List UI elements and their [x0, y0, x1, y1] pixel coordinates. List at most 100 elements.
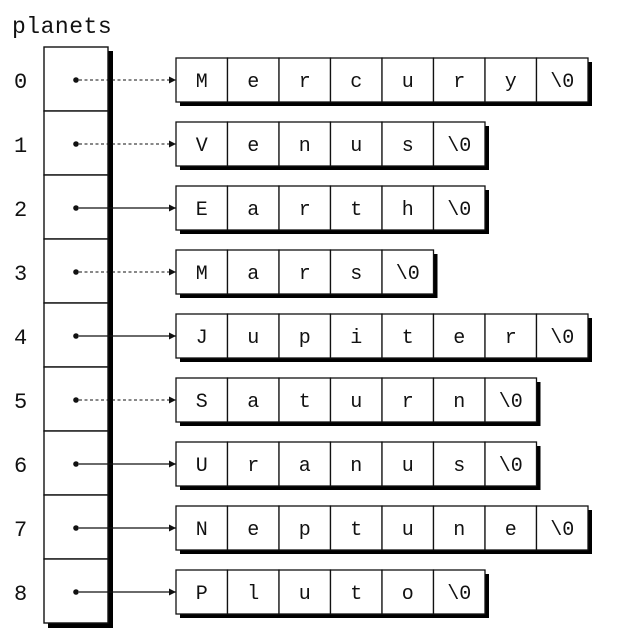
char-label: e [505, 519, 517, 542]
char-cell [432, 505, 486, 551]
index-label: 7 [14, 518, 27, 543]
pointer-dot [73, 141, 79, 147]
char-cell [381, 249, 435, 295]
index-label: 8 [14, 582, 27, 607]
char-label: t [299, 391, 311, 414]
char-label: n [453, 391, 465, 414]
char-label: s [402, 135, 414, 158]
char-cell [175, 377, 229, 423]
char-label: r [402, 391, 414, 414]
char-cell [381, 377, 435, 423]
char-label: U [196, 455, 208, 478]
char-label: r [299, 263, 311, 286]
char-label: a [247, 391, 259, 414]
char-label: \0 [447, 199, 471, 222]
char-label: c [350, 71, 362, 94]
char-label: \0 [447, 135, 471, 158]
char-cell [329, 505, 383, 551]
char-label: n [453, 519, 465, 542]
char-cell [278, 57, 332, 103]
char-cell [226, 377, 280, 423]
index-label: 6 [14, 454, 27, 479]
char-label: t [350, 519, 362, 542]
char-label: t [350, 199, 362, 222]
char-label: \0 [550, 327, 574, 350]
char-label: l [247, 583, 259, 606]
char-cell [175, 569, 229, 615]
char-cell [226, 313, 280, 359]
char-cell [329, 441, 383, 487]
char-label: e [247, 71, 259, 94]
char-label: a [299, 455, 311, 478]
char-cell [278, 441, 332, 487]
char-label: \0 [499, 391, 523, 414]
char-cell [535, 505, 589, 551]
pointer-dot [73, 461, 79, 467]
char-label: n [350, 455, 362, 478]
char-label: s [350, 263, 362, 286]
char-cell [278, 121, 332, 167]
char-cell [432, 441, 486, 487]
char-cell [432, 121, 486, 167]
char-cell [381, 569, 435, 615]
char-cell [329, 313, 383, 359]
char-cell [175, 313, 229, 359]
char-cell [432, 57, 486, 103]
index-label: 5 [14, 390, 27, 415]
char-cell [226, 249, 280, 295]
char-label: \0 [447, 583, 471, 606]
char-label: o [402, 583, 414, 606]
char-cell [175, 505, 229, 551]
char-label: p [299, 327, 311, 350]
pointer-dot [73, 269, 79, 275]
char-cell [329, 249, 383, 295]
char-cell [175, 441, 229, 487]
char-label: M [196, 263, 208, 286]
char-label: S [196, 391, 208, 414]
index-label: 3 [14, 262, 27, 287]
char-label: r [247, 455, 259, 478]
pointer-dot [73, 333, 79, 339]
char-cell [226, 185, 280, 231]
pointer-dot [73, 525, 79, 531]
char-label: e [453, 327, 465, 350]
char-label: \0 [499, 455, 523, 478]
char-label: u [402, 455, 414, 478]
index-label: 1 [14, 134, 27, 159]
index-label: 2 [14, 198, 27, 223]
index-label: 0 [14, 70, 27, 95]
char-cell [535, 313, 589, 359]
char-label: u [350, 391, 362, 414]
char-cell [484, 313, 538, 359]
char-label: V [196, 135, 208, 158]
char-label: J [196, 327, 208, 350]
char-cell [432, 377, 486, 423]
char-label: r [505, 327, 517, 350]
pointer-dot [73, 397, 79, 403]
array-name-label: planets [12, 14, 113, 40]
char-label: u [247, 327, 259, 350]
char-label: u [402, 519, 414, 542]
char-cell [226, 57, 280, 103]
char-cell [175, 185, 229, 231]
char-label: E [196, 199, 208, 222]
char-label: n [299, 135, 311, 158]
pointer-dot [73, 77, 79, 83]
char-label: i [350, 327, 362, 350]
char-cell [484, 57, 538, 103]
char-label: a [247, 263, 259, 286]
char-label: \0 [550, 519, 574, 542]
pointer-array-shadow [108, 51, 113, 627]
char-label: r [299, 71, 311, 94]
char-label: p [299, 519, 311, 542]
char-label: P [196, 583, 208, 606]
